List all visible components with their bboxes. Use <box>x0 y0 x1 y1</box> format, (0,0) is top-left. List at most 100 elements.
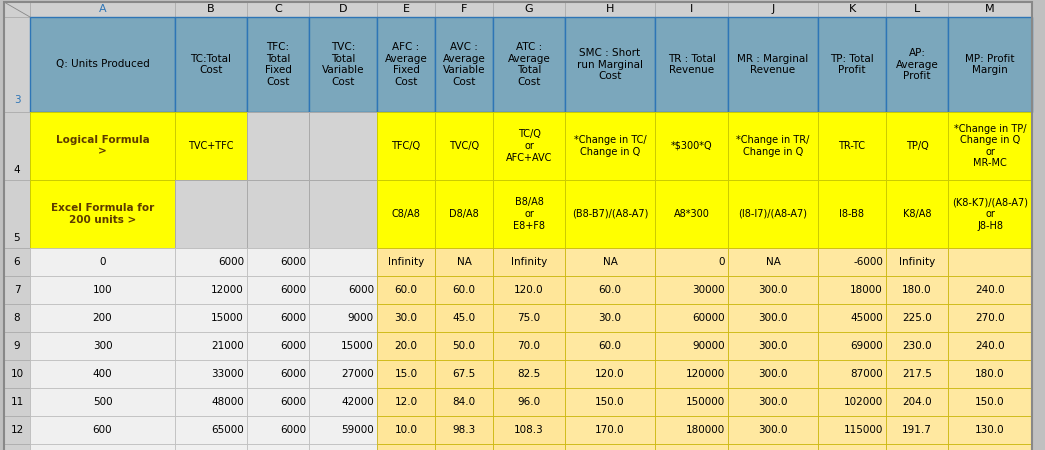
Bar <box>377 360 435 388</box>
Text: TR-TC: TR-TC <box>838 141 865 151</box>
Bar <box>435 180 493 248</box>
Bar <box>948 276 1032 304</box>
Bar <box>818 112 886 180</box>
Bar <box>886 112 948 180</box>
Bar <box>175 416 247 444</box>
Text: SMC : Short
run Marginal
Cost: SMC : Short run Marginal Cost <box>577 48 643 81</box>
Text: 180.0: 180.0 <box>975 369 1005 379</box>
Bar <box>565 416 655 444</box>
Bar <box>818 248 886 276</box>
Text: 200: 200 <box>93 313 112 323</box>
Bar <box>728 180 818 248</box>
Text: NA: NA <box>457 257 471 267</box>
Text: 6000: 6000 <box>280 285 306 295</box>
Bar <box>435 388 493 416</box>
Text: E: E <box>402 4 410 14</box>
Bar <box>4 360 30 388</box>
Bar <box>175 388 247 416</box>
Bar <box>886 248 948 276</box>
Text: 225.0: 225.0 <box>902 313 932 323</box>
Text: 400: 400 <box>93 369 112 379</box>
Text: 69000: 69000 <box>851 341 883 351</box>
Text: TVC+TFC: TVC+TFC <box>188 141 234 151</box>
Bar <box>435 17 493 112</box>
Bar <box>247 276 309 304</box>
Text: TVC/Q: TVC/Q <box>449 141 479 151</box>
Bar <box>30 180 175 248</box>
Text: TVC:
Total
Variable
Cost: TVC: Total Variable Cost <box>322 42 365 87</box>
Bar <box>948 416 1032 444</box>
Text: Infinity: Infinity <box>899 257 935 267</box>
Bar <box>493 2 565 17</box>
Text: 11: 11 <box>10 397 24 407</box>
Bar <box>886 304 948 332</box>
Text: *Change in TR/
Change in Q: *Change in TR/ Change in Q <box>737 135 810 157</box>
Bar <box>493 416 565 444</box>
Text: L: L <box>914 4 921 14</box>
Text: 65000: 65000 <box>211 425 243 435</box>
Text: 115000: 115000 <box>843 425 883 435</box>
Bar <box>30 304 175 332</box>
Text: 300: 300 <box>93 341 112 351</box>
Bar <box>435 248 493 276</box>
Bar <box>435 276 493 304</box>
Text: A: A <box>98 4 107 14</box>
Text: AP:
Average
Profit: AP: Average Profit <box>896 48 938 81</box>
Bar <box>886 180 948 248</box>
Bar <box>728 416 818 444</box>
Bar <box>30 248 175 276</box>
Bar <box>309 388 377 416</box>
Text: I: I <box>690 4 693 14</box>
Bar <box>309 2 377 17</box>
Bar <box>30 388 175 416</box>
Text: 120.0: 120.0 <box>596 369 625 379</box>
Text: TP: Total
Profit: TP: Total Profit <box>830 54 874 75</box>
Bar <box>30 360 175 388</box>
Bar <box>175 248 247 276</box>
Bar <box>565 17 655 112</box>
Bar <box>818 276 886 304</box>
Text: 12.0: 12.0 <box>394 397 418 407</box>
Text: *Change in TP/
Change in Q
or
MR-MC: *Change in TP/ Change in Q or MR-MC <box>954 124 1026 168</box>
Text: 6000: 6000 <box>348 285 374 295</box>
Bar <box>655 416 728 444</box>
Text: 150.0: 150.0 <box>596 397 625 407</box>
Text: 75.0: 75.0 <box>517 313 540 323</box>
Text: ATC :
Average
Total
Cost: ATC : Average Total Cost <box>508 42 551 87</box>
Text: 6000: 6000 <box>280 425 306 435</box>
Text: Logical Formula
>: Logical Formula > <box>55 135 149 157</box>
Bar <box>655 112 728 180</box>
Text: 50.0: 50.0 <box>452 341 475 351</box>
Text: 500: 500 <box>93 397 112 407</box>
Bar <box>948 2 1032 17</box>
Bar <box>886 332 948 360</box>
Text: Infinity: Infinity <box>388 257 424 267</box>
Text: 15000: 15000 <box>342 341 374 351</box>
Bar <box>948 112 1032 180</box>
Text: A8*300: A8*300 <box>674 209 710 219</box>
Text: 150.0: 150.0 <box>975 397 1005 407</box>
Text: NA: NA <box>766 257 781 267</box>
Bar <box>728 332 818 360</box>
Bar <box>818 17 886 112</box>
Bar <box>493 112 565 180</box>
Bar <box>30 276 175 304</box>
Bar <box>4 388 30 416</box>
Text: 98.3: 98.3 <box>452 425 475 435</box>
Bar <box>728 360 818 388</box>
Bar <box>655 17 728 112</box>
Bar <box>247 444 309 450</box>
Text: 130.0: 130.0 <box>975 425 1005 435</box>
Bar <box>247 17 309 112</box>
Text: Infinity: Infinity <box>511 257 548 267</box>
Text: 300.0: 300.0 <box>759 369 788 379</box>
Text: 20.0: 20.0 <box>395 341 418 351</box>
Text: 45000: 45000 <box>851 313 883 323</box>
Bar <box>309 416 377 444</box>
Bar <box>655 276 728 304</box>
Bar <box>818 2 886 17</box>
Bar <box>565 180 655 248</box>
Text: TFC:
Total
Fixed
Cost: TFC: Total Fixed Cost <box>264 42 292 87</box>
Bar <box>886 416 948 444</box>
Bar <box>377 112 435 180</box>
